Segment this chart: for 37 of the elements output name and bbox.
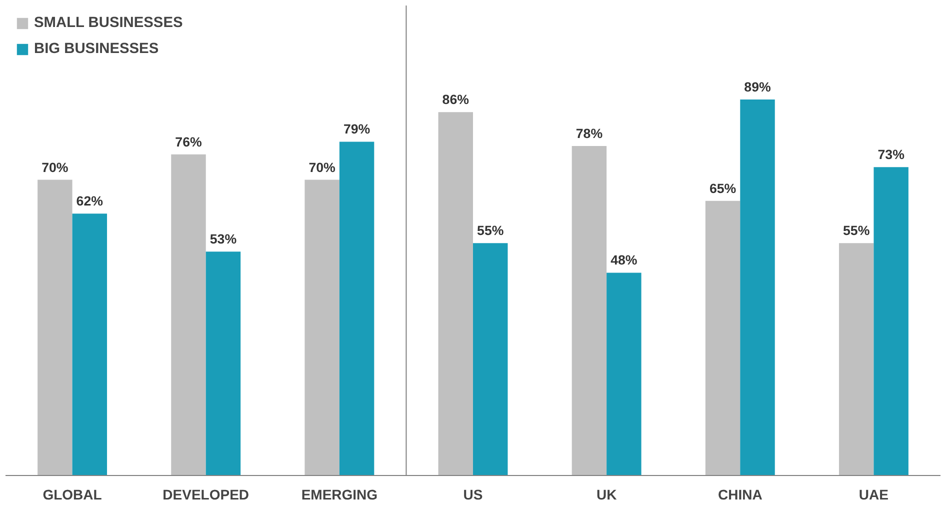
- bar: [38, 180, 72, 476]
- bar: [438, 112, 473, 476]
- x-tick-label: CHINA: [718, 486, 762, 502]
- data-label: 70%: [308, 160, 336, 175]
- data-label: 73%: [878, 147, 905, 162]
- data-label: 62%: [76, 194, 104, 209]
- bar: [473, 243, 508, 476]
- x-tick-label: EMERGING: [301, 486, 378, 502]
- data-label: 79%: [343, 122, 370, 137]
- data-label: 76%: [175, 134, 202, 150]
- data-label: 89%: [744, 80, 771, 94]
- bar: [740, 100, 775, 476]
- data-label: 65%: [709, 180, 736, 196]
- data-label: 78%: [576, 126, 603, 141]
- legend-label: SMALL BUSINESSES: [34, 15, 183, 31]
- bar: [304, 180, 340, 476]
- data-label: 70%: [42, 160, 68, 175]
- bar: [874, 167, 908, 476]
- bar: [206, 252, 241, 476]
- data-label: 53%: [210, 232, 237, 247]
- x-tick-label: DEVELOPED: [162, 486, 250, 502]
- x-tick-label: GLOBAL: [42, 486, 102, 502]
- bar: [171, 154, 206, 476]
- bar: [838, 243, 874, 476]
- legend-label: BIG BUSINESSES: [34, 41, 159, 57]
- data-label: 86%: [442, 92, 470, 108]
- data-label: 55%: [843, 223, 870, 238]
- bar: [705, 200, 740, 476]
- x-tick-label: UAE: [858, 486, 888, 502]
- data-label: 55%: [477, 223, 504, 238]
- bar: [572, 146, 607, 476]
- x-tick-label: US: [463, 486, 483, 502]
- data-label: 48%: [610, 252, 638, 268]
- bar: [339, 142, 374, 476]
- bar: [606, 272, 642, 476]
- bar: [72, 214, 108, 476]
- x-tick-label: UK: [596, 486, 617, 502]
